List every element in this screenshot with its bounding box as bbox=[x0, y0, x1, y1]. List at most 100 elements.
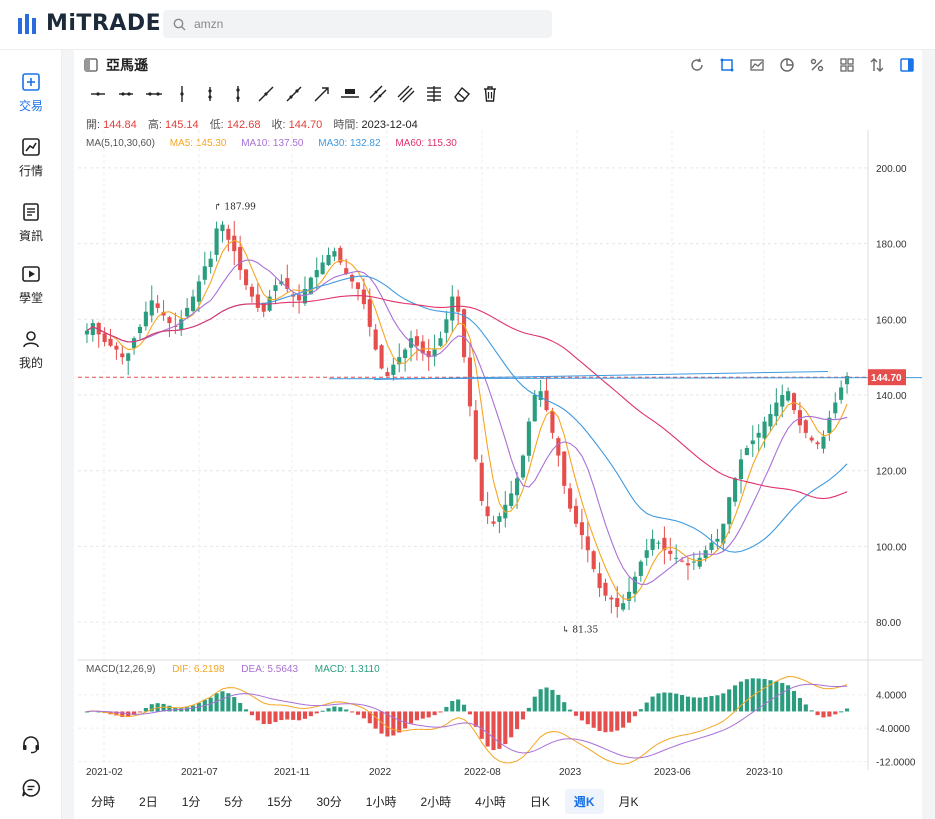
sort-button[interactable] bbox=[862, 54, 892, 76]
ma5-value: MA5: 145.30 bbox=[169, 138, 227, 149]
sidebar-item-academy[interactable]: 學堂 bbox=[0, 264, 62, 306]
macd-histogram-bar bbox=[232, 697, 237, 712]
candle-body bbox=[414, 336, 419, 346]
candle-body bbox=[497, 516, 502, 522]
period-tab[interactable]: 30分 bbox=[316, 794, 342, 809]
macd-histogram-bar bbox=[456, 699, 461, 712]
segment-tool[interactable] bbox=[84, 83, 112, 105]
indicator-icon bbox=[750, 59, 764, 71]
period-tab[interactable]: 5分 bbox=[224, 794, 244, 809]
candle-body bbox=[143, 311, 148, 327]
chat-icon bbox=[22, 779, 40, 797]
vertical-segment-tool[interactable] bbox=[196, 83, 224, 105]
candle-body bbox=[373, 329, 378, 350]
panel-toggle-button[interactable] bbox=[892, 54, 922, 76]
macd-histogram-bar bbox=[461, 704, 467, 712]
macd-histogram-bar bbox=[674, 693, 679, 712]
candle-body bbox=[355, 282, 361, 289]
fib-tool[interactable] bbox=[420, 83, 448, 105]
macd-tick-label: -4.0000 bbox=[876, 724, 910, 735]
period-tab[interactable]: 月K bbox=[618, 794, 639, 809]
vertical-ray-tool[interactable] bbox=[224, 83, 252, 105]
candle-body bbox=[685, 563, 691, 566]
candle-body bbox=[96, 322, 101, 335]
trend-line-tool[interactable] bbox=[252, 83, 280, 105]
macd-histogram-bar bbox=[350, 711, 355, 713]
period-selector: 分時 2日 1分 5分 15分 30分 1小時 2小時 4小時 日K 週K 月K bbox=[74, 788, 922, 814]
percent-button[interactable] bbox=[802, 54, 832, 76]
macd-histogram-bar bbox=[332, 706, 337, 712]
period-tab[interactable]: 2日 bbox=[139, 794, 158, 809]
candle-body bbox=[609, 597, 614, 600]
low-marker-label: ↳ 81.35 bbox=[562, 625, 598, 635]
macd-histogram-bar bbox=[780, 682, 785, 712]
period-tab[interactable]: 15分 bbox=[267, 794, 293, 809]
sidebar-item-market[interactable]: 行情 bbox=[0, 137, 62, 179]
pie-button[interactable] bbox=[772, 54, 802, 76]
candle-body bbox=[120, 353, 125, 358]
period-tab[interactable]: 週K bbox=[564, 788, 604, 814]
price-chart[interactable]: 200.00 180.00 160.00 140.00 120.00 100.00 80.0… bbox=[74, 130, 922, 790]
period-tab[interactable]: 日K bbox=[529, 794, 550, 809]
arrow-line-icon bbox=[314, 87, 329, 102]
dif-value: DIF: 6.2198 bbox=[172, 664, 225, 675]
candle-body bbox=[744, 448, 749, 456]
low-label: 低: bbox=[209, 119, 224, 131]
macd-histogram-bar bbox=[314, 711, 319, 714]
period-tab[interactable]: 分時 bbox=[91, 794, 116, 809]
macd-histogram-bar bbox=[839, 711, 844, 713]
search-value: amzn bbox=[194, 17, 224, 31]
period-tab[interactable]: 4小時 bbox=[475, 794, 506, 809]
crop-icon bbox=[720, 58, 734, 72]
trend-ray-tool[interactable] bbox=[280, 83, 308, 105]
eraser-tool[interactable] bbox=[448, 83, 476, 105]
sidebar-item-news[interactable]: 資訊 bbox=[0, 202, 62, 244]
x-tick-label: 2023-10 bbox=[746, 767, 783, 778]
support-button[interactable] bbox=[0, 734, 62, 757]
chat-button[interactable] bbox=[0, 778, 62, 801]
arrow-line-tool[interactable] bbox=[308, 83, 336, 105]
indicator-button[interactable] bbox=[742, 54, 772, 76]
vertical-line-icon bbox=[180, 86, 184, 102]
macd-histogram-bar bbox=[238, 702, 243, 712]
logo-mark-icon bbox=[18, 13, 36, 34]
logo[interactable]: MiTRADE bbox=[16, 11, 161, 36]
macd-histogram-bar bbox=[355, 711, 361, 715]
delete-drawings-button[interactable] bbox=[476, 83, 504, 105]
candle-body bbox=[491, 521, 496, 524]
candle-body bbox=[84, 330, 90, 335]
vertical-line-tool[interactable] bbox=[168, 83, 196, 105]
candle-body bbox=[815, 442, 820, 445]
macd-histogram-bar bbox=[585, 711, 590, 725]
period-tab[interactable]: 2小時 bbox=[420, 794, 452, 809]
candle-body bbox=[709, 542, 714, 550]
crop-button[interactable] bbox=[712, 54, 742, 76]
search-input[interactable]: amzn bbox=[163, 10, 552, 38]
sidebar-item-trade[interactable]: 交易 bbox=[0, 72, 62, 114]
macd-histogram-bar bbox=[385, 711, 390, 737]
layout-button[interactable] bbox=[832, 54, 862, 76]
candle-body bbox=[526, 421, 531, 456]
ohlc-readout: 開: 144.84 高: 145.14 低: 142.68 收: 144.70 … bbox=[86, 116, 418, 132]
candle-body bbox=[238, 247, 243, 271]
sidebar-toggle-icon[interactable] bbox=[84, 58, 98, 72]
percent-icon bbox=[810, 58, 824, 72]
parallel-channel-icon bbox=[369, 85, 387, 103]
macd-histogram-bar bbox=[632, 711, 637, 717]
macd-histogram-bar bbox=[526, 707, 531, 712]
pie-icon bbox=[780, 58, 794, 72]
period-tab[interactable]: 1分 bbox=[181, 794, 201, 809]
refresh-button[interactable] bbox=[682, 54, 712, 76]
parallel-channel-tool[interactable] bbox=[364, 83, 392, 105]
candle-body bbox=[821, 436, 826, 449]
sidebar-item-profile[interactable]: 我的 bbox=[0, 329, 62, 371]
extended-line-tool[interactable] bbox=[140, 83, 168, 105]
current-price-label: 144.70 bbox=[871, 373, 902, 384]
macd-value: MACD: 1.3110 bbox=[314, 664, 380, 675]
multi-channel-tool[interactable] bbox=[392, 83, 420, 105]
price-line-tool[interactable] bbox=[336, 83, 364, 105]
candle-body bbox=[733, 478, 738, 502]
period-tab[interactable]: 1小時 bbox=[365, 794, 397, 809]
ray-tool[interactable] bbox=[112, 83, 140, 105]
candle-body bbox=[668, 550, 673, 554]
